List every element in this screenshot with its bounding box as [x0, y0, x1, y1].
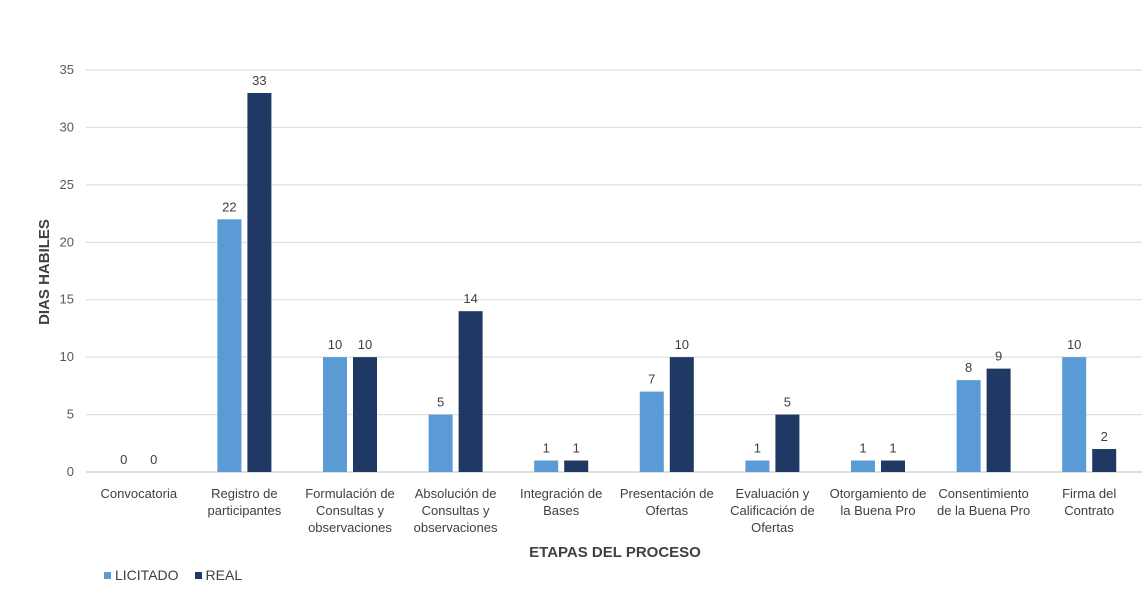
x-category-label: Registro de participantes — [208, 486, 282, 518]
legend-swatch-real — [194, 571, 202, 579]
legend-swatch-licitado — [104, 571, 111, 579]
data-label: 33 — [252, 73, 266, 88]
bar-real — [564, 460, 589, 472]
gridlines — [86, 69, 1142, 473]
bar-real — [247, 92, 272, 472]
bar-licitado — [1062, 357, 1087, 472]
y-axis-ticks: 0 5 10 15 20 25 30 35 — [60, 62, 74, 479]
legend-label-real: REAL — [205, 567, 243, 583]
y-tick-label: 20 — [60, 234, 74, 249]
data-label: 1 — [859, 441, 866, 456]
bar-real — [669, 357, 694, 472]
x-axis-categories: Convocatoria Registro de participantes Form… — [100, 486, 1116, 535]
data-label: 7 — [648, 372, 655, 387]
x-axis-title: ETAPAS DEL PROCESO — [529, 544, 701, 561]
x-category-label: Integración de Bases — [520, 486, 602, 518]
y-axis-title: DIAS HABILES — [36, 219, 53, 325]
data-label: 1 — [754, 441, 761, 456]
legend-item-licitado: LICITADO — [104, 567, 179, 583]
data-label: 1 — [543, 441, 550, 456]
bar-real — [458, 311, 483, 472]
x-category-label: Presentación de Ofertas — [620, 486, 714, 518]
data-label: 10 — [1067, 337, 1081, 352]
data-label: 10 — [358, 337, 372, 352]
bar-licitado — [639, 391, 664, 472]
bars — [217, 92, 1117, 472]
data-label: 0 — [150, 452, 157, 467]
bar-licitado — [956, 380, 981, 472]
data-label: 22 — [222, 199, 236, 214]
bar-licitado — [851, 460, 875, 472]
data-label: 5 — [784, 395, 791, 410]
data-label: 8 — [965, 360, 972, 375]
data-label: 10 — [328, 337, 342, 352]
x-category-label: Consentimiento de la Buena Pro — [937, 486, 1030, 518]
x-category-label: Convocatoria — [100, 486, 177, 501]
bar-real — [986, 368, 1011, 472]
bar-licitado — [428, 414, 453, 472]
bar-real — [775, 414, 800, 472]
x-category-label: Formulación de Consultas y observaciones — [305, 486, 395, 535]
data-label: 0 — [120, 452, 127, 467]
bar-real — [881, 460, 905, 472]
x-category-label: Evaluación y Calificación de Ofertas — [730, 486, 815, 535]
data-label: 5 — [437, 395, 444, 410]
data-label: 10 — [675, 337, 689, 352]
y-tick-label: 25 — [60, 177, 74, 192]
legend-item-real: REAL — [194, 567, 243, 583]
y-tick-label: 5 — [67, 407, 74, 422]
bar-licitado — [534, 460, 559, 472]
y-tick-label: 15 — [60, 292, 74, 307]
data-label: 1 — [573, 441, 580, 456]
y-tick-label: 10 — [60, 349, 74, 364]
data-label: 2 — [1101, 429, 1108, 444]
data-label: 9 — [995, 349, 1002, 364]
data-label: 14 — [463, 291, 477, 306]
bar-licitado — [323, 357, 347, 472]
y-tick-label: 35 — [60, 62, 74, 77]
bar-licitado — [745, 460, 770, 472]
legend-label-licitado: LICITADO — [115, 567, 179, 583]
y-tick-label: 30 — [60, 119, 74, 134]
legend: LICITADO REAL — [104, 567, 242, 583]
bar-licitado — [217, 219, 242, 472]
data-labels: 0 0 22 33 10 10 5 14 1 1 7 10 1 5 1 1 8 9 10 2 — [120, 73, 1108, 467]
x-category-label: Otorgamiento de la Buena Pro — [830, 486, 927, 518]
data-label: 1 — [889, 441, 896, 456]
x-category-label: Absolución de Consultas y observaciones — [414, 486, 498, 535]
x-category-label: Firma del Contrato — [1062, 486, 1116, 518]
bar-real — [1092, 449, 1117, 472]
y-tick-label: 0 — [67, 464, 74, 479]
bar-real — [353, 357, 377, 472]
